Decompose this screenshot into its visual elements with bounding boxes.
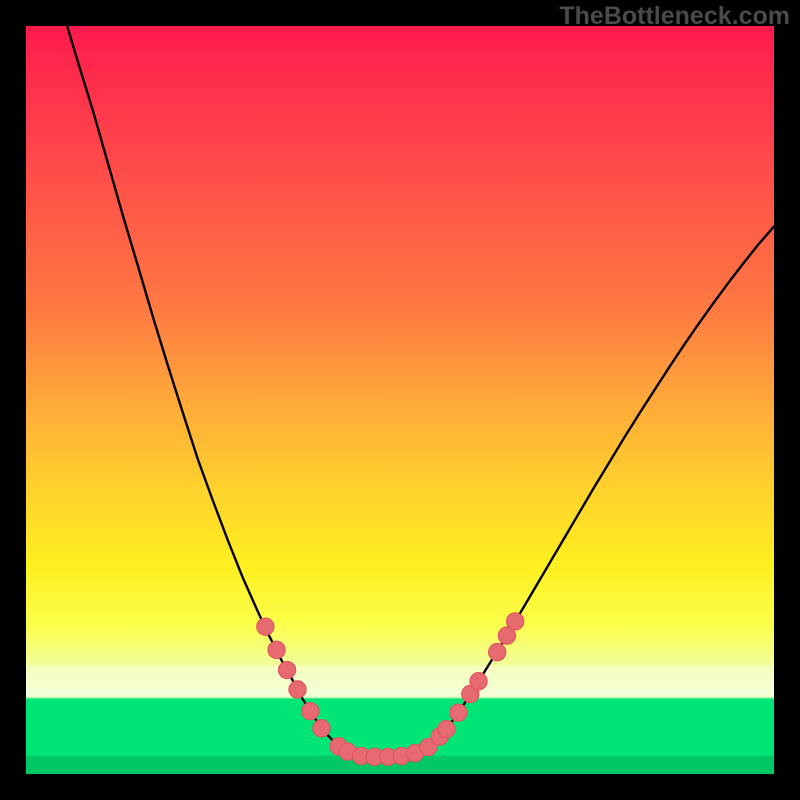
data-marker [302, 703, 319, 720]
data-marker [313, 720, 330, 737]
data-marker [268, 641, 285, 658]
data-marker [289, 681, 306, 698]
chart-container [26, 26, 774, 774]
pale-band [26, 666, 774, 696]
chart-svg [26, 26, 774, 774]
data-marker [257, 618, 274, 635]
data-marker [507, 613, 524, 630]
data-marker [470, 673, 487, 690]
data-marker [450, 704, 467, 721]
data-marker [278, 661, 295, 678]
data-marker [438, 721, 455, 738]
data-marker [489, 643, 506, 660]
chart-background [26, 26, 774, 774]
watermark-text: TheBottleneck.com [559, 2, 790, 31]
